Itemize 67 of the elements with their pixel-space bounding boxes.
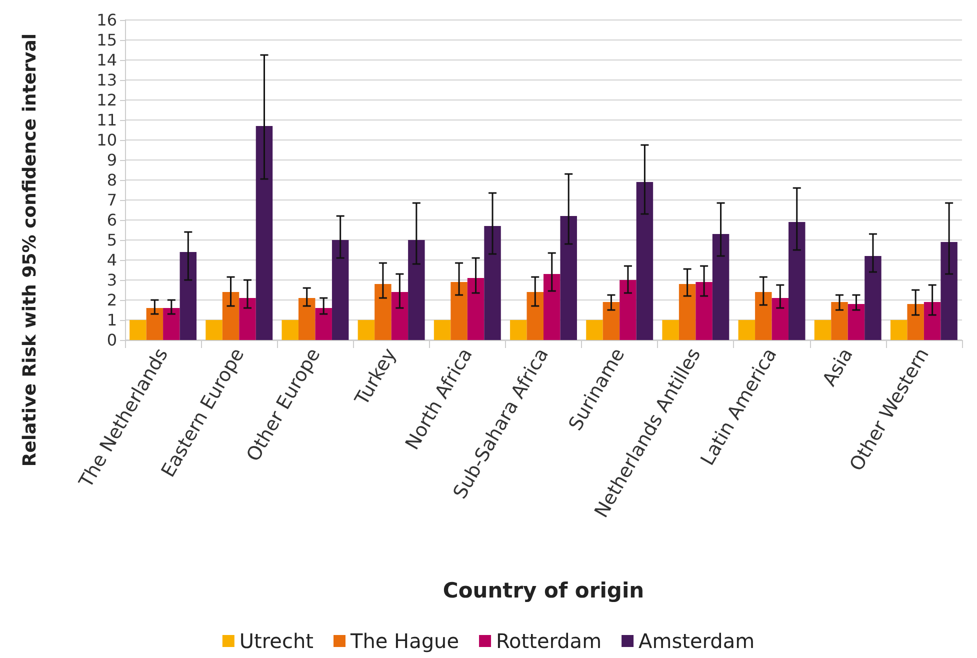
bar <box>772 298 789 340</box>
bar <box>408 240 425 340</box>
y-tick-label: 12 <box>96 90 117 110</box>
bar <box>864 256 882 340</box>
bar <box>602 302 620 340</box>
bar <box>374 284 392 340</box>
y-tick-label: 0 <box>106 330 117 350</box>
y-tick-label: 16 <box>96 10 117 30</box>
bar <box>586 320 603 340</box>
bar <box>180 252 197 340</box>
bar <box>907 304 924 340</box>
bar <box>890 320 908 340</box>
bar <box>130 320 146 340</box>
x-axis-title: Country of origin <box>442 578 644 602</box>
bar <box>358 320 375 340</box>
bar <box>467 278 484 340</box>
legend-label: Amsterdam <box>638 629 755 653</box>
bar <box>332 240 349 340</box>
y-tick-label: 8 <box>106 170 117 190</box>
bar <box>544 274 560 340</box>
bar <box>510 320 527 340</box>
bar <box>282 320 298 340</box>
y-tick-label: 4 <box>106 250 117 270</box>
bar <box>712 234 730 340</box>
bar <box>848 304 865 340</box>
bar <box>560 216 577 340</box>
y-tick-label: 15 <box>96 30 117 50</box>
y-tick-label: 5 <box>106 230 117 250</box>
bar <box>146 308 164 340</box>
bar <box>298 298 316 340</box>
y-tick-label: 3 <box>106 270 117 290</box>
y-tick-label: 6 <box>106 210 117 230</box>
bar <box>256 126 273 340</box>
bar <box>163 308 180 340</box>
y-tick-label: 9 <box>106 150 117 170</box>
legend-label: The Hague <box>349 629 460 653</box>
bar <box>788 222 806 340</box>
y-tick-label: 1 <box>106 310 117 330</box>
legend-label: Utrecht <box>239 629 314 653</box>
bar <box>222 292 240 340</box>
bar <box>484 226 501 340</box>
bar <box>924 302 941 340</box>
bar <box>620 280 636 340</box>
y-tick-label: 10 <box>96 130 117 150</box>
bar <box>450 282 468 340</box>
legend-label: Rotterdam <box>496 629 602 653</box>
y-tick-label: 2 <box>106 290 117 310</box>
y-tick-label: 11 <box>96 110 117 130</box>
y-tick-label: 13 <box>96 70 117 90</box>
bar <box>662 320 679 340</box>
bar <box>940 242 958 340</box>
bar <box>678 284 696 340</box>
bar <box>315 308 332 340</box>
bar <box>755 292 772 340</box>
bar <box>391 292 408 340</box>
bar <box>526 292 544 340</box>
bar <box>434 320 451 340</box>
bar <box>206 320 222 340</box>
bar <box>239 298 256 340</box>
bar <box>814 320 832 340</box>
y-axis-title: Relative Risk with 95% confidence interval <box>20 33 40 467</box>
bar <box>636 182 654 340</box>
bar <box>738 320 756 340</box>
bar <box>696 282 712 340</box>
bar <box>831 302 848 340</box>
y-tick-label: 14 <box>96 50 117 70</box>
y-tick-label: 7 <box>106 190 117 210</box>
